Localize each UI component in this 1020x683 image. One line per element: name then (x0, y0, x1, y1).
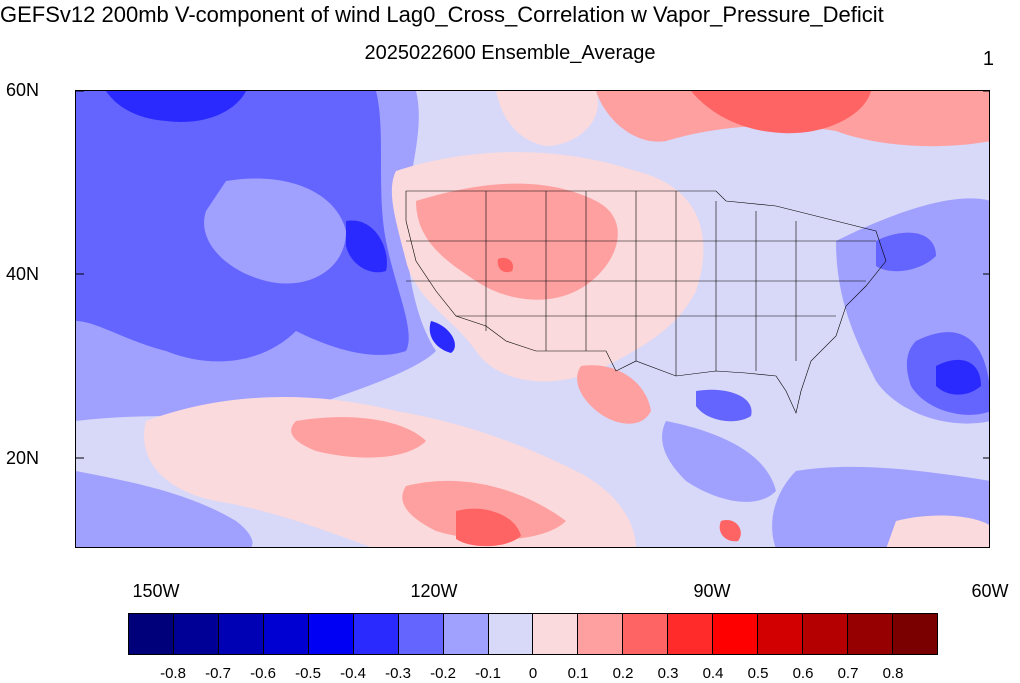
map-canvas (76, 91, 989, 547)
map-title: GEFSv12 200mb V-component of wind Lag0_C… (0, 2, 884, 27)
colorbar-swatch (578, 614, 624, 654)
colorbar-swatch (398, 614, 444, 654)
colorbar-tick-label: -0.8 (160, 665, 186, 682)
colorbar-tick-label: 0.8 (882, 665, 904, 682)
atlantic-core-negative (936, 359, 981, 395)
colorbar-tick-label: 0.4 (702, 665, 724, 682)
colorbar-tick-label: 0.6 (792, 665, 814, 682)
colorbar-tick-label: -0.5 (295, 665, 321, 682)
canada-strong-positive (691, 91, 871, 134)
colorbar-tick-label: -0.2 (430, 665, 456, 682)
colorbar-swatch (353, 614, 399, 654)
colorbar-swatch (218, 614, 264, 654)
colorbar-swatch (892, 614, 937, 654)
panel-number: 1 (982, 48, 994, 70)
alaska-strong-negative (106, 91, 246, 122)
colorbar-swatch (713, 614, 759, 654)
colorbar-tick-label: 0.2 (612, 665, 634, 682)
lon-label: 90W (693, 581, 731, 601)
mexico-moderate-positive (577, 365, 651, 424)
correlation-map (75, 90, 990, 548)
pacific-inner-light (204, 178, 346, 284)
colorbar (128, 613, 938, 655)
socal-strong-negative (429, 321, 455, 353)
colorbar-tick-label: 0.5 (747, 665, 769, 682)
graticule-ticks (76, 91, 989, 459)
colorbar-tick-label: -0.1 (475, 665, 501, 682)
colorbar-swatch (533, 614, 579, 654)
colorbar-swatch (803, 614, 848, 654)
map-subtitle: 2025022600 Ensemble_Average (364, 42, 656, 64)
colorbar-tick-label: -0.6 (250, 665, 276, 682)
colorbar-swatch (263, 614, 309, 654)
subtropic-moderate-positive (291, 417, 426, 458)
colorbar-swatch (173, 614, 219, 654)
lat-label: 40N (6, 264, 40, 284)
newengland-strong-negative (876, 232, 936, 272)
coast-strong-negative (346, 220, 387, 273)
tropic-east-positive (886, 515, 989, 547)
lat-label: 20N (6, 448, 40, 468)
colorbar-swatch (488, 614, 534, 654)
canada-light-positive (496, 91, 598, 146)
colorbar-swatch (668, 614, 714, 654)
colorbar-tick-label: 0.1 (567, 665, 589, 682)
rockies-strong-positive (497, 257, 514, 273)
west-moderate-positive (416, 183, 618, 300)
colorbar-swatch (623, 614, 669, 654)
tropic-west-negative (76, 471, 253, 547)
tropic-strong-positive (456, 508, 521, 547)
gulf-negative (696, 389, 752, 422)
colorbar-tick-label: -0.3 (385, 665, 411, 682)
colorbar-tick-label: 0 (528, 665, 538, 682)
lat-label: 60N (6, 80, 40, 100)
colorbar-swatch (758, 614, 804, 654)
colorbar-tick-label: 0.7 (837, 665, 859, 682)
colorbar-tick-label: -0.4 (340, 665, 366, 682)
colorbar-swatch (129, 614, 174, 654)
lon-label: 120W (410, 581, 458, 601)
lon-label: 150W (132, 581, 180, 601)
colorbar-swatch (443, 614, 489, 654)
colorbar-tick-label: -0.7 (205, 665, 231, 682)
colorbar-swatch (308, 614, 354, 654)
us-outline (405, 190, 887, 414)
central-america-strong-positive (719, 520, 741, 542)
colorbar-tick-label: 0.3 (657, 665, 679, 682)
caribbean-negative (662, 421, 776, 502)
colorbar-swatch (848, 614, 893, 654)
lon-label: 60W (971, 581, 1009, 601)
